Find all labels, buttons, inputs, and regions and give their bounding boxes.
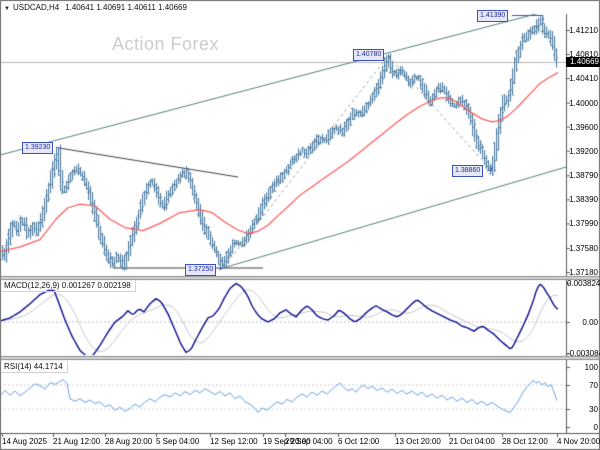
time-axis-tick: 21 Aug 12:00 bbox=[53, 437, 101, 446]
price-axis-tick: 1.39600 bbox=[569, 122, 598, 132]
time-axis-tick: 21 Oct 04:00 bbox=[449, 437, 495, 446]
time-axis-tick: 5 Sep 04:00 bbox=[156, 437, 200, 446]
price-axis-tick: 1.39200 bbox=[569, 146, 598, 156]
macd-axis-tick: -0.003084 bbox=[567, 349, 600, 359]
price-axis-tick: 1.40000 bbox=[569, 98, 598, 108]
price-axis-tick: 1.38390 bbox=[569, 195, 598, 205]
macd-indicator-label: MACD(12,26,9) 0.001267 0.002198 bbox=[1, 280, 136, 292]
rsi-axis-tick: 100 bbox=[584, 363, 598, 372]
rsi-axis-tick: 30 bbox=[589, 405, 598, 414]
price-axis-tick: 1.37580 bbox=[569, 244, 598, 254]
time-axis-tick: 19 Sep 20:00 bbox=[263, 437, 311, 446]
time-axis-tick: 14 Aug 2025 bbox=[2, 437, 47, 446]
macd-axis-tick: 0.00 bbox=[582, 318, 598, 327]
rsi-axis-tick: 0 bbox=[593, 423, 598, 432]
ohlc-values: 1.40641 1.40691 1.40611 1.40669 bbox=[65, 3, 187, 12]
price-annotation-label: 1.37250 bbox=[185, 264, 217, 276]
price-annotation-label: 1.39230 bbox=[22, 142, 54, 154]
price-annotation-label: 1.41390 bbox=[477, 10, 509, 22]
time-axis-tick: 4 Nov 20:00 bbox=[557, 437, 600, 446]
symbol-dropdown-icon[interactable]: ▼ bbox=[4, 6, 10, 12]
price-axis-tick: 1.40410 bbox=[569, 74, 598, 84]
macd-axis-tick: 0.003824 bbox=[567, 279, 600, 289]
time-axis-tick: 12 Sep 12:00 bbox=[210, 437, 258, 446]
rsi-indicator-label: RSI(14) 44.1714 bbox=[1, 361, 68, 373]
symbol-period-label: USDCAD,H4 bbox=[12, 3, 60, 12]
chart-title-bar: ▼ USDCAD,H4 1.40641 1.40691 1.40611 1.4066… bbox=[4, 3, 187, 12]
time-axis-tick: 28 Oct 12:00 bbox=[502, 437, 548, 446]
price-axis-tick: 1.41210 bbox=[569, 26, 598, 35]
rsi-axis-tick: 70 bbox=[589, 381, 598, 390]
current-price-badge: 1.40669 bbox=[566, 57, 600, 68]
time-axis-tick: 13 Oct 20:00 bbox=[395, 437, 441, 446]
price-axis-tick: 1.40810 bbox=[569, 50, 598, 60]
price-axis-tick: 1.37180 bbox=[569, 268, 598, 278]
time-axis-tick: 6 Oct 12:00 bbox=[338, 437, 380, 446]
price-annotation-label: 1.38860 bbox=[452, 165, 484, 177]
time-axis-tick: 29 Sep 04:00 bbox=[285, 437, 333, 446]
time-axis-tick: 28 Aug 20:00 bbox=[105, 437, 153, 446]
price-axis-tick: 1.38790 bbox=[569, 171, 598, 181]
price-annotation-label: 1.40780 bbox=[353, 49, 385, 61]
price-axis-tick: 1.37990 bbox=[569, 219, 598, 229]
